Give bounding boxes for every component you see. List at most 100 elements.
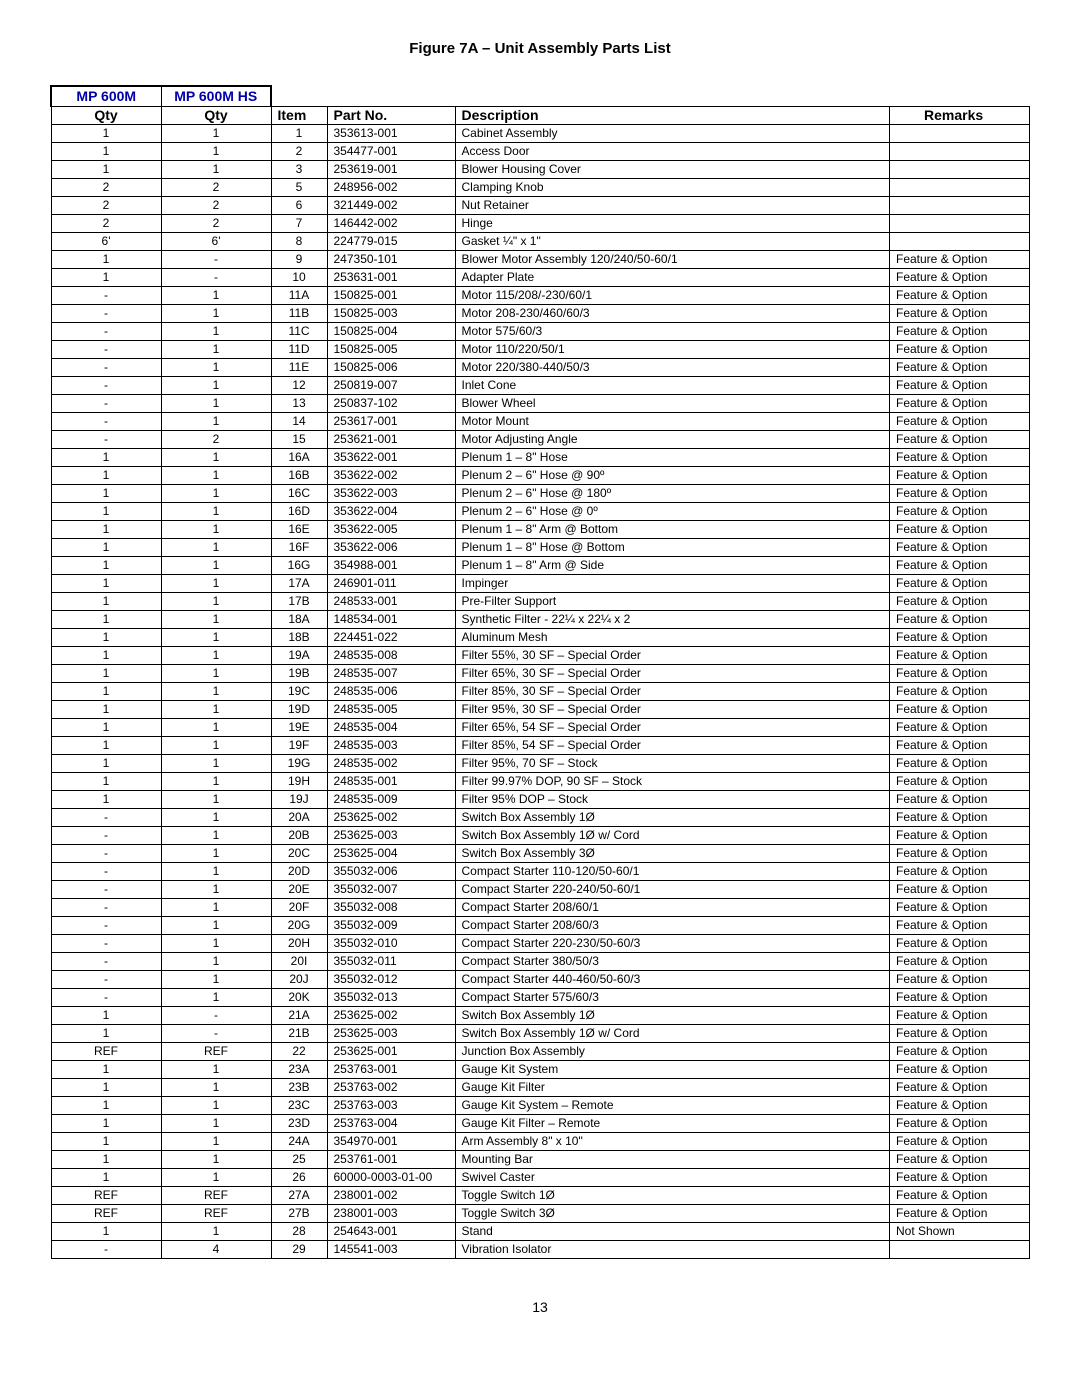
table-row: 1124A354970-001Arm Assembly 8" x 10"Feat… [51, 1133, 1030, 1151]
part-cell: 248533-001 [327, 593, 455, 611]
remarks-cell: Feature & Option [890, 431, 1030, 449]
qty2-cell: 1 [161, 1115, 271, 1133]
item-cell: 2 [271, 143, 327, 161]
table-row: 1119A248535-008Filter 55%, 30 SF – Speci… [51, 647, 1030, 665]
table-row: -120J355032-012Compact Starter 440-460/5… [51, 971, 1030, 989]
part-cell: 247350-101 [327, 251, 455, 269]
item-cell: 9 [271, 251, 327, 269]
item-cell: 16C [271, 485, 327, 503]
model2-header: MP 600M HS [161, 86, 271, 107]
qty1-cell: 1 [51, 683, 161, 701]
table-row: -120D355032-006Compact Starter 110-120/5… [51, 863, 1030, 881]
qty2-header: Qty [161, 107, 271, 125]
part-cell: 253619-001 [327, 161, 455, 179]
blank-header [455, 86, 890, 107]
remarks-cell [890, 179, 1030, 197]
table-row: -111E150825-006Motor 220/380-440/50/3Fea… [51, 359, 1030, 377]
item-cell: 21B [271, 1025, 327, 1043]
part-cell: 150825-003 [327, 305, 455, 323]
table-row: 1119D248535-005Filter 95%, 30 SF – Speci… [51, 701, 1030, 719]
part-cell: 238001-003 [327, 1205, 455, 1223]
item-cell: 28 [271, 1223, 327, 1241]
remarks-cell: Feature & Option [890, 665, 1030, 683]
part-cell: 355032-012 [327, 971, 455, 989]
remarks-cell: Feature & Option [890, 701, 1030, 719]
qty2-cell: 1 [161, 287, 271, 305]
item-cell: 19H [271, 773, 327, 791]
qty2-cell: 1 [161, 809, 271, 827]
qty2-cell: 1 [161, 971, 271, 989]
qty1-cell: 1 [51, 773, 161, 791]
remarks-cell: Feature & Option [890, 341, 1030, 359]
part-cell: 253631-001 [327, 269, 455, 287]
item-cell: 13 [271, 395, 327, 413]
table-row: -111A150825-001Motor 115/208/-230/60/1Fe… [51, 287, 1030, 305]
item-cell: 20F [271, 899, 327, 917]
part-cell: 355032-009 [327, 917, 455, 935]
part-cell: 355032-010 [327, 935, 455, 953]
qty1-cell: - [51, 323, 161, 341]
remarks-cell: Feature & Option [890, 683, 1030, 701]
desc-cell: Cabinet Assembly [455, 125, 890, 143]
qty2-cell: 1 [161, 593, 271, 611]
table-row: 1-21B253625-003Switch Box Assembly 1Ø w/… [51, 1025, 1030, 1043]
part-cell: 150825-006 [327, 359, 455, 377]
qty1-cell: - [51, 953, 161, 971]
part-cell: 248956-002 [327, 179, 455, 197]
part-cell: 253763-003 [327, 1097, 455, 1115]
qty2-cell: 1 [161, 323, 271, 341]
table-row: 1116B353622-002Plenum 2 – 6" Hose @ 90ºF… [51, 467, 1030, 485]
remarks-cell: Feature & Option [890, 1097, 1030, 1115]
item-cell: 10 [271, 269, 327, 287]
remarks-cell: Feature & Option [890, 449, 1030, 467]
qty1-cell: 6' [51, 233, 161, 251]
qty1-cell: 1 [51, 1169, 161, 1187]
part-cell: 224451-022 [327, 629, 455, 647]
remarks-cell: Feature & Option [890, 719, 1030, 737]
qty1-cell: 1 [51, 611, 161, 629]
desc-cell: Compact Starter 380/50/3 [455, 953, 890, 971]
qty2-cell: 1 [161, 755, 271, 773]
part-cell: 355032-008 [327, 899, 455, 917]
table-row: -120F355032-008Compact Starter 208/60/1F… [51, 899, 1030, 917]
qty1-cell: 1 [51, 1025, 161, 1043]
desc-cell: Gauge Kit Filter [455, 1079, 890, 1097]
qty1-cell: 1 [51, 485, 161, 503]
desc-cell: Compact Starter 220-230/50-60/3 [455, 935, 890, 953]
item-header: Item [271, 107, 327, 125]
item-cell: 11D [271, 341, 327, 359]
remarks-cell: Feature & Option [890, 557, 1030, 575]
part-cell: 253763-004 [327, 1115, 455, 1133]
remarks-cell: Feature & Option [890, 629, 1030, 647]
item-cell: 16E [271, 521, 327, 539]
desc-cell: Compact Starter 440-460/50-60/3 [455, 971, 890, 989]
desc-cell: Vibration Isolator [455, 1241, 890, 1259]
desc-cell: Access Door [455, 143, 890, 161]
qty1-cell: - [51, 377, 161, 395]
item-cell: 20D [271, 863, 327, 881]
qty1-cell: 1 [51, 701, 161, 719]
qty1-cell: 1 [51, 1151, 161, 1169]
table-row: 113253619-001Blower Housing Cover [51, 161, 1030, 179]
desc-cell: Stand [455, 1223, 890, 1241]
part-cell: 248535-003 [327, 737, 455, 755]
part-cell: 253763-002 [327, 1079, 455, 1097]
qty1-cell: - [51, 431, 161, 449]
desc-cell: Pre-Filter Support [455, 593, 890, 611]
part-cell: 250837-102 [327, 395, 455, 413]
table-row: 1118B224451-022Aluminum MeshFeature & Op… [51, 629, 1030, 647]
qty1-cell: 1 [51, 125, 161, 143]
remarks-cell: Feature & Option [890, 269, 1030, 287]
qty2-cell: - [161, 1007, 271, 1025]
remarks-cell: Feature & Option [890, 881, 1030, 899]
qty1-cell: 1 [51, 1079, 161, 1097]
table-row: -120E355032-007Compact Starter 220-240/5… [51, 881, 1030, 899]
part-cell: 253625-003 [327, 827, 455, 845]
qty2-cell: 1 [161, 305, 271, 323]
table-row: 112660000-0003-01-00Swivel CasterFeature… [51, 1169, 1030, 1187]
part-cell: 248535-006 [327, 683, 455, 701]
qty2-cell: - [161, 1025, 271, 1043]
remarks-cell: Feature & Option [890, 1205, 1030, 1223]
remarks-cell: Feature & Option [890, 647, 1030, 665]
item-cell: 16B [271, 467, 327, 485]
